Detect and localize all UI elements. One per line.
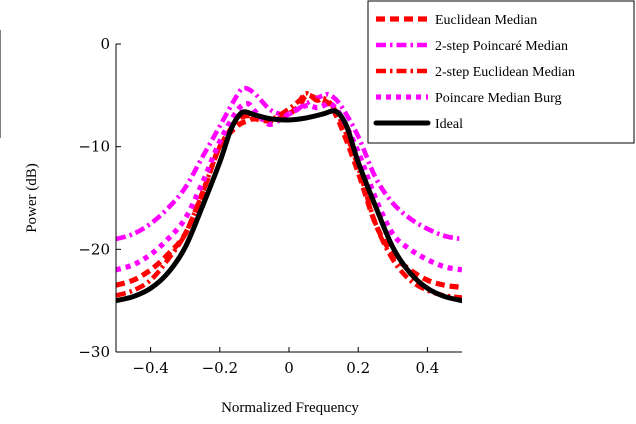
- ticks-layer: −0.4 −0.2 0 0.2 0.4 0 −10 −20 −30: [78, 35, 439, 377]
- series-layer: [116, 85, 462, 304]
- legend: Euclidean Median 2-step Poincaré Median 2-…: [367, 0, 635, 144]
- x-axis-label: Normalized Frequency: [221, 400, 359, 416]
- series-line-4: [116, 100, 462, 273]
- x-tick-label: 0: [284, 359, 294, 377]
- y-tick-label: −10: [78, 138, 110, 156]
- y-tick-label: −20: [78, 240, 110, 258]
- x-tick-label: 0.4: [415, 359, 439, 377]
- y-tick-label: −30: [78, 343, 110, 361]
- x-tick-label: −0.4: [132, 359, 168, 377]
- legend-label-1: Euclidean Median: [435, 13, 537, 28]
- legend-label-4: Poincare Median Burg: [435, 91, 562, 106]
- legend-label-2: 2-step Poincaré Median: [435, 39, 568, 54]
- series-line-2: [116, 85, 462, 242]
- x-tick-label: 0.2: [346, 359, 370, 377]
- series-line-3: [116, 90, 462, 300]
- x-tick-label: −0.2: [202, 359, 238, 377]
- series-line-5: [116, 108, 462, 304]
- y-tick-label: 0: [100, 35, 110, 53]
- legend-label-3: 2-step Euclidean Median: [435, 65, 575, 80]
- legend-label-5: Ideal: [435, 117, 463, 132]
- y-axis-label: Power (dB): [24, 163, 40, 233]
